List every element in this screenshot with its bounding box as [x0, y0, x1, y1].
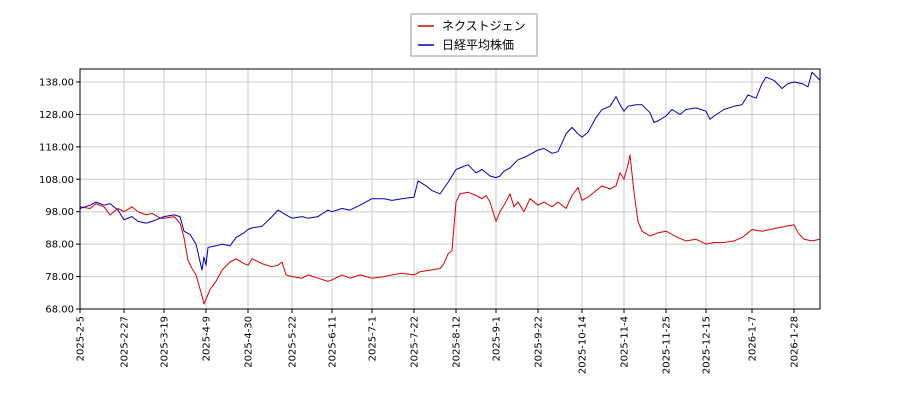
x-tick-label: 2025-10-14	[578, 316, 589, 374]
series-line-2	[79, 71, 821, 271]
legend: ネクストジェン 日経平均株価	[410, 13, 538, 57]
grid-lines	[79, 69, 820, 310]
legend-label-series-2: 日経平均株価	[442, 37, 514, 52]
x-tick-label: 2025-4-9	[202, 316, 213, 361]
x-tick-label: 2025-11-25	[662, 316, 673, 374]
y-tick-label: 68.00	[45, 305, 74, 316]
y-tick-label: 108.00	[39, 175, 74, 186]
legend-label-series-1: ネクストジェン	[442, 19, 526, 33]
x-tick-label: 2025-2-27	[120, 316, 131, 368]
x-tick-label: 2025-9-1	[492, 316, 503, 361]
y-tick-label: 88.00	[45, 240, 74, 251]
x-tick-label: 2025-11-4	[620, 316, 631, 368]
y-tick-label: 118.00	[39, 142, 74, 153]
x-tick-label: 2025-7-22	[410, 316, 421, 368]
series-line-1	[79, 154, 821, 305]
x-tick-label: 2025-5-22	[288, 316, 299, 368]
series-lines	[79, 71, 821, 305]
y-tick-label: 78.00	[45, 272, 74, 283]
x-tick-label: 2025-2-5	[76, 316, 87, 361]
x-tick-label: 2025-12-15	[702, 316, 713, 374]
x-tick-label: 2025-6-11	[328, 316, 339, 368]
x-axis: 2025-2-5 2025-2-27 2025-3-19 2025-4-9 2025-4…	[76, 309, 801, 374]
x-tick-label: 2025-7-1	[368, 316, 379, 361]
legend-box	[410, 13, 538, 57]
x-tick-label: 2026-1-7	[748, 316, 759, 361]
y-tick-label: 98.00	[45, 207, 74, 218]
x-tick-label: 2025-4-30	[244, 316, 255, 368]
x-tick-label: 2025-8-12	[452, 316, 463, 368]
y-tick-label: 128.00	[39, 110, 74, 121]
x-tick-label: 2025-9-22	[534, 316, 545, 368]
x-tick-label: 2026-1-28	[790, 316, 801, 368]
y-tick-label: 138.00	[39, 77, 74, 88]
y-axis: 68.00 78.00 88.00 98.00 108.00 118.00 128.00 13…	[39, 77, 80, 316]
plot-frame	[79, 68, 821, 310]
x-tick-label: 2025-3-19	[160, 316, 171, 368]
